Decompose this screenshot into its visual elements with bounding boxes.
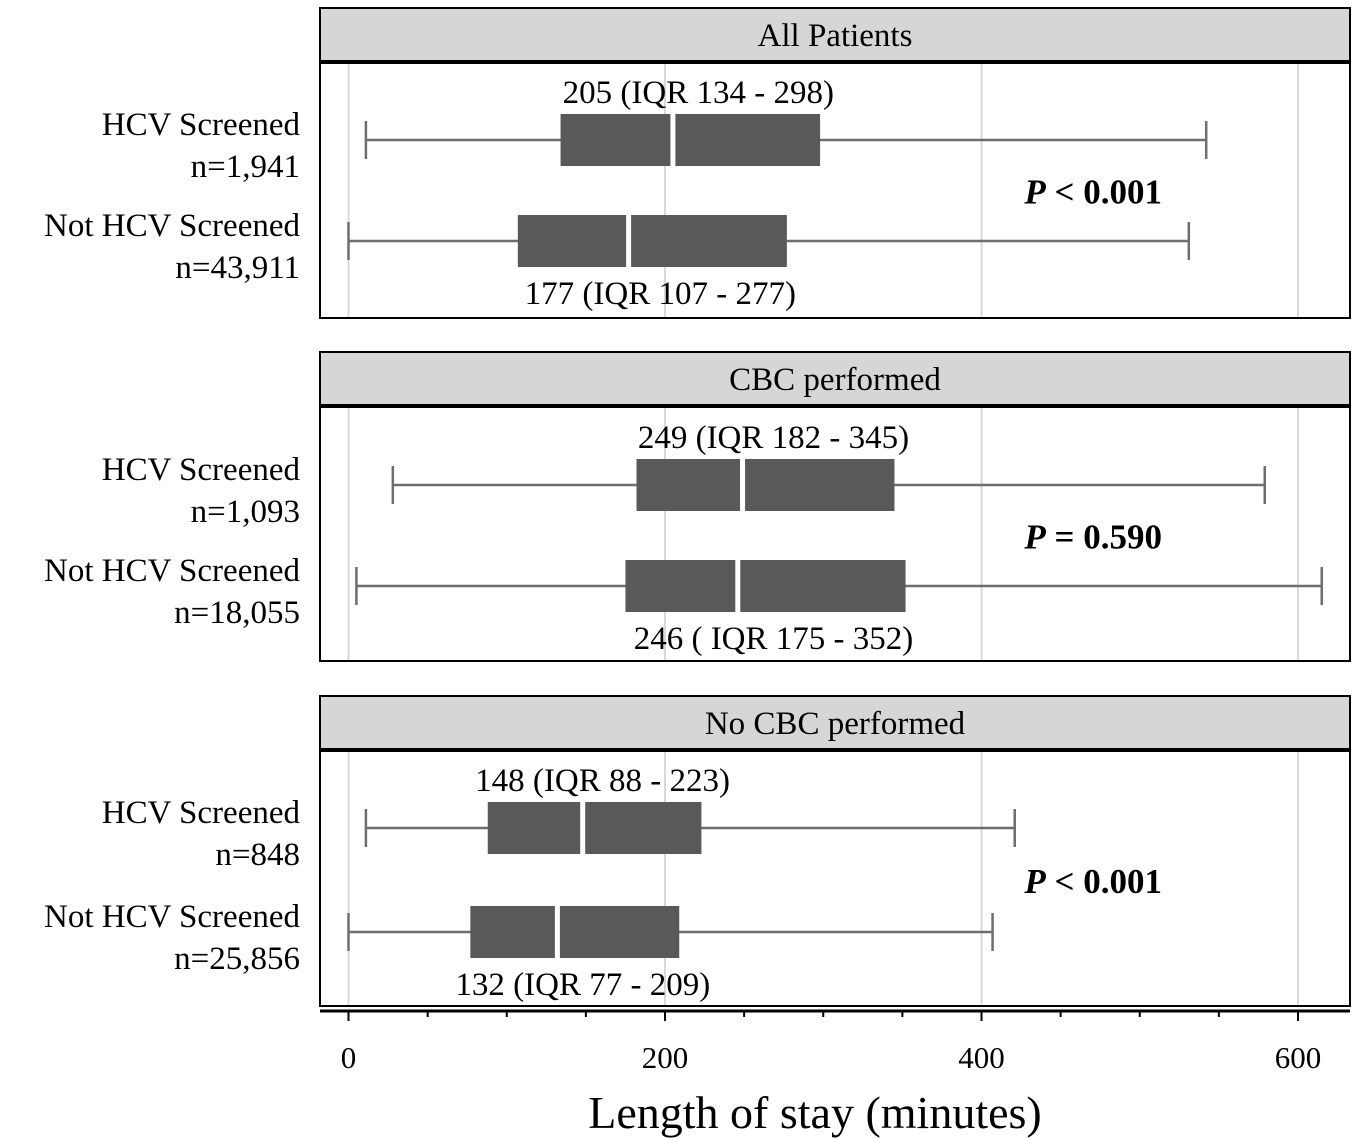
panel-body	[320, 406, 1350, 661]
p-value-label: P = 0.590	[1023, 518, 1162, 557]
group-n-label: n=848	[215, 837, 300, 873]
x-tick-label: 0	[341, 1040, 357, 1075]
panel-strip	[319, 7, 1351, 63]
iqr-box	[487, 802, 702, 854]
panel-border	[319, 695, 1351, 1007]
panel-title: All Patients	[758, 18, 913, 54]
p-value-label: P < 0.001	[1023, 862, 1162, 901]
summary-label: 148 (IQR 88 - 223)	[475, 763, 730, 799]
iqr-box	[625, 560, 906, 612]
iqr-box	[470, 906, 680, 958]
p-value-text: = 0.590	[1046, 518, 1162, 557]
summary-label: 205 (IQR 134 - 298)	[563, 75, 834, 111]
p-symbol: P	[1023, 862, 1046, 901]
group-label: HCV Screened	[102, 795, 301, 831]
p-value-text: < 0.001	[1046, 862, 1162, 901]
panel-border	[319, 351, 1351, 662]
panel-title: CBC performed	[729, 362, 941, 398]
group-label: HCV Screened	[102, 107, 301, 143]
panel-body	[320, 750, 1350, 1006]
iqr-box	[517, 215, 787, 267]
p-value-text: < 0.001	[1046, 173, 1162, 212]
panel-border	[319, 7, 1351, 319]
group-n-label: n=1,941	[191, 149, 300, 185]
group-label: HCV Screened	[102, 452, 301, 488]
group-label: Not HCV Screened	[44, 208, 301, 244]
p-symbol: P	[1023, 173, 1046, 212]
summary-label: 132 (IQR 77 - 209)	[455, 967, 710, 1003]
group-n-label: n=1,093	[191, 494, 300, 530]
x-tick-label: 600	[1275, 1040, 1322, 1075]
group-n-label: n=25,856	[174, 941, 300, 977]
summary-label: 177 (IQR 107 - 277)	[525, 276, 796, 312]
x-tick-label: 400	[958, 1040, 1005, 1075]
summary-label: 249 (IQR 182 - 345)	[638, 420, 909, 456]
x-axis-label: Length of stay (minutes)	[588, 1087, 1042, 1138]
p-symbol: P	[1023, 518, 1046, 557]
iqr-box	[560, 114, 821, 166]
group-n-label: n=43,911	[175, 250, 300, 286]
summary-label: 246 ( IQR 175 - 352)	[634, 621, 914, 657]
group-label: Not HCV Screened	[44, 899, 301, 935]
group-label: Not HCV Screened	[44, 553, 301, 589]
p-value-label: P < 0.001	[1023, 173, 1162, 212]
panel-title: No CBC performed	[705, 706, 966, 742]
panel-body	[320, 62, 1350, 318]
group-n-label: n=18,055	[174, 595, 300, 631]
iqr-box	[636, 459, 895, 511]
x-tick-label: 200	[642, 1040, 689, 1075]
